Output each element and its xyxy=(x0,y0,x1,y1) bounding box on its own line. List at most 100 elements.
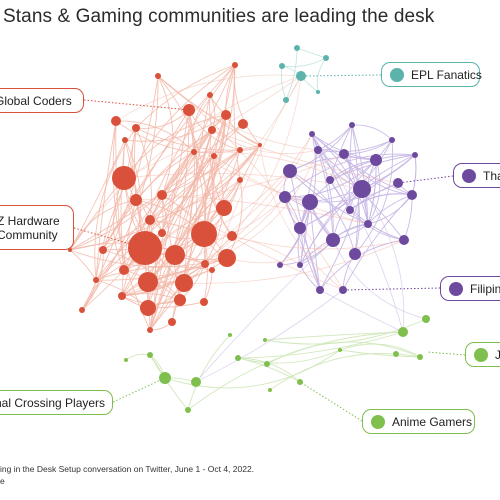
label-z-hardware-line2: Community xyxy=(0,227,58,242)
red-node xyxy=(138,272,158,292)
label-connector xyxy=(426,351,466,356)
red-node xyxy=(209,267,215,273)
red-node xyxy=(158,229,166,237)
red-node xyxy=(207,92,213,98)
purple-node xyxy=(339,149,349,159)
network-edge xyxy=(342,194,413,291)
red-node xyxy=(93,277,99,283)
purple-node xyxy=(302,194,318,210)
network-edge xyxy=(144,123,244,249)
purple-node xyxy=(349,248,361,260)
purple-node xyxy=(393,178,403,188)
network-edge xyxy=(281,57,327,68)
network-edge xyxy=(149,109,190,331)
page-title: Stans & Gaming communities are leading t… xyxy=(3,6,435,27)
network-edge xyxy=(69,199,137,251)
network-edge xyxy=(81,194,163,311)
green-node xyxy=(263,338,267,342)
green-node xyxy=(417,354,423,360)
label-global-coders: Global Coders xyxy=(0,88,84,113)
network-edge xyxy=(211,129,319,154)
network-edge xyxy=(147,114,227,283)
green-node xyxy=(264,361,270,367)
label-connector xyxy=(301,74,382,77)
network-edge xyxy=(299,227,321,291)
red-node xyxy=(201,260,209,268)
network-edge xyxy=(237,349,341,364)
network-edge xyxy=(361,188,405,333)
j-legend-dot xyxy=(474,347,488,362)
purple-node xyxy=(370,154,382,166)
network-edge xyxy=(183,94,211,284)
red-node xyxy=(157,190,167,200)
network-edge xyxy=(269,353,421,391)
network-edge xyxy=(284,153,416,198)
network-edge xyxy=(339,349,421,358)
green-node xyxy=(185,407,191,413)
network-edge xyxy=(203,133,313,235)
network-edge xyxy=(121,179,241,297)
network-edge xyxy=(411,154,417,196)
red-node xyxy=(128,231,162,265)
network-edge xyxy=(157,75,319,151)
footnote-line2: e xyxy=(0,476,5,486)
red-node xyxy=(155,73,161,79)
red-node xyxy=(122,137,128,143)
red-node xyxy=(112,166,136,190)
network-edge xyxy=(161,194,344,291)
network-edge xyxy=(317,139,393,153)
network-edge xyxy=(144,196,286,249)
teal-node xyxy=(296,71,306,81)
red-node xyxy=(227,231,237,241)
teal-node xyxy=(283,97,289,103)
network-edge xyxy=(149,129,213,331)
network-edge xyxy=(95,257,228,281)
network-edge xyxy=(351,124,393,141)
network-edge xyxy=(231,235,405,250)
red-node xyxy=(175,274,193,292)
footnote-line1: ing in the Desk Setup conversation on Tw… xyxy=(0,464,255,474)
network-edge xyxy=(195,239,334,383)
red-node xyxy=(132,124,140,132)
label-connector xyxy=(112,377,166,403)
network-edge xyxy=(115,74,302,122)
epl-fanatics-legend-dot xyxy=(390,67,404,82)
green-node xyxy=(191,377,201,387)
red-node xyxy=(232,62,238,68)
network-edge xyxy=(311,133,334,241)
network-edge xyxy=(149,144,261,221)
network-edge xyxy=(69,144,261,251)
red-node xyxy=(183,104,195,116)
purple-node xyxy=(399,235,409,245)
network-edge xyxy=(343,153,360,255)
purple-node xyxy=(389,137,395,143)
anime-gamers-legend-dot xyxy=(371,414,385,429)
label-connector xyxy=(343,287,441,291)
network-edge xyxy=(296,47,327,59)
network-edge xyxy=(332,239,427,320)
green-node xyxy=(235,355,241,361)
label-connector xyxy=(397,175,454,184)
purple-node xyxy=(294,222,306,234)
network-edge xyxy=(121,199,137,297)
network-edge xyxy=(309,154,416,203)
network-edge xyxy=(193,151,311,203)
red-node xyxy=(237,147,243,153)
network-edge xyxy=(123,114,227,179)
red-node xyxy=(79,307,85,313)
purple-node xyxy=(326,176,334,184)
purple-node xyxy=(349,122,355,128)
network-edge xyxy=(124,114,227,142)
red-node xyxy=(208,126,216,134)
network-edge xyxy=(266,341,421,365)
network-edge xyxy=(289,156,377,172)
label-epl-fanatics: EPL Fanatics xyxy=(381,62,482,87)
green-node xyxy=(398,327,408,337)
network-edge xyxy=(69,139,126,251)
red-node xyxy=(174,294,186,306)
network-edge xyxy=(237,331,404,359)
label-animal-crossing: nal Crossing Players xyxy=(0,390,113,415)
network-edge xyxy=(233,64,261,146)
network-edge xyxy=(289,170,356,255)
network-edge xyxy=(183,239,405,284)
